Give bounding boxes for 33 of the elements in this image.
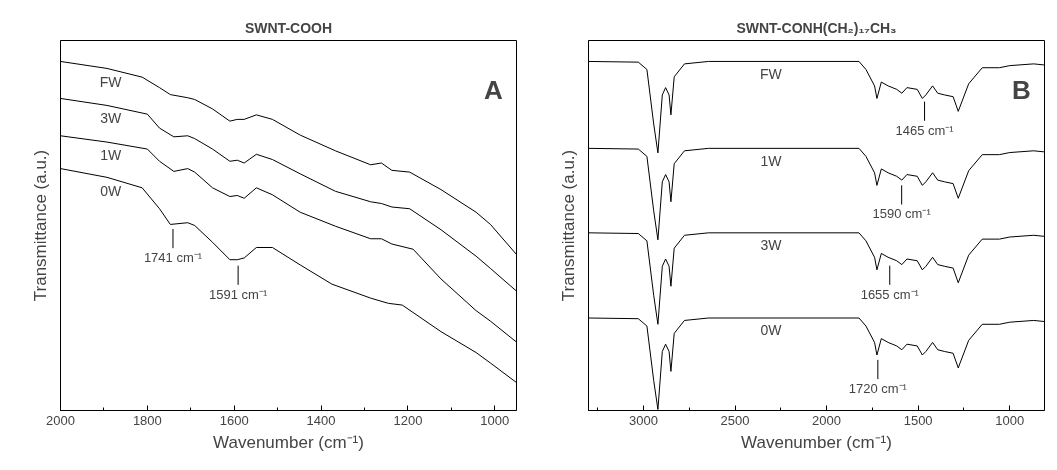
annotation: 1741 cm⁻¹: [143, 249, 203, 265]
series-label: 0W: [760, 322, 783, 339]
series-label: 1W: [100, 146, 122, 163]
x-tick-label: 1000: [995, 412, 1025, 428]
chart-title: SWNT-CONH(CH₂)₁₇CH₃: [736, 19, 897, 36]
annotation: B: [1012, 75, 1031, 106]
y-axis-title: Transmittance (a.u.): [30, 149, 50, 302]
series-label: 0W: [100, 182, 122, 199]
x-axis-title: Wavenumber (cm⁻¹): [213, 432, 364, 452]
annotation: 1465 cm⁻¹: [895, 122, 955, 138]
annotation: 1591 cm⁻¹: [209, 286, 268, 302]
x-tick-label: 2000: [812, 412, 842, 428]
annotation: 1590 cm⁻¹: [872, 206, 932, 222]
x-tick-label: 1500: [903, 412, 933, 428]
x-tick-label: 1000: [480, 412, 510, 428]
x-tick-label: 1600: [219, 412, 249, 428]
annotation: 1655 cm⁻¹: [860, 286, 920, 302]
x-axis-title: Wavenumber (cm⁻¹): [741, 432, 892, 452]
x-tick-label: 2500: [720, 412, 750, 428]
x-tick-label: 1200: [393, 412, 423, 428]
x-tick-label: 1400: [306, 412, 336, 428]
annotation: A: [484, 75, 504, 106]
chart-title: SWNT-COOH: [244, 19, 333, 36]
x-tick-label: 2000: [46, 412, 75, 428]
x-tick-label: 3000: [628, 412, 658, 428]
y-axis-title: Transmittance (a.u.): [558, 149, 578, 302]
series-label: FW: [99, 73, 123, 90]
series-label: 1W: [760, 152, 783, 169]
x-tick-label: 1800: [132, 412, 162, 428]
series-label: 3W: [760, 237, 783, 254]
series-label: FW: [760, 65, 783, 82]
series-label: 3W: [100, 110, 122, 127]
annotation: 1720 cm⁻¹: [848, 380, 908, 396]
